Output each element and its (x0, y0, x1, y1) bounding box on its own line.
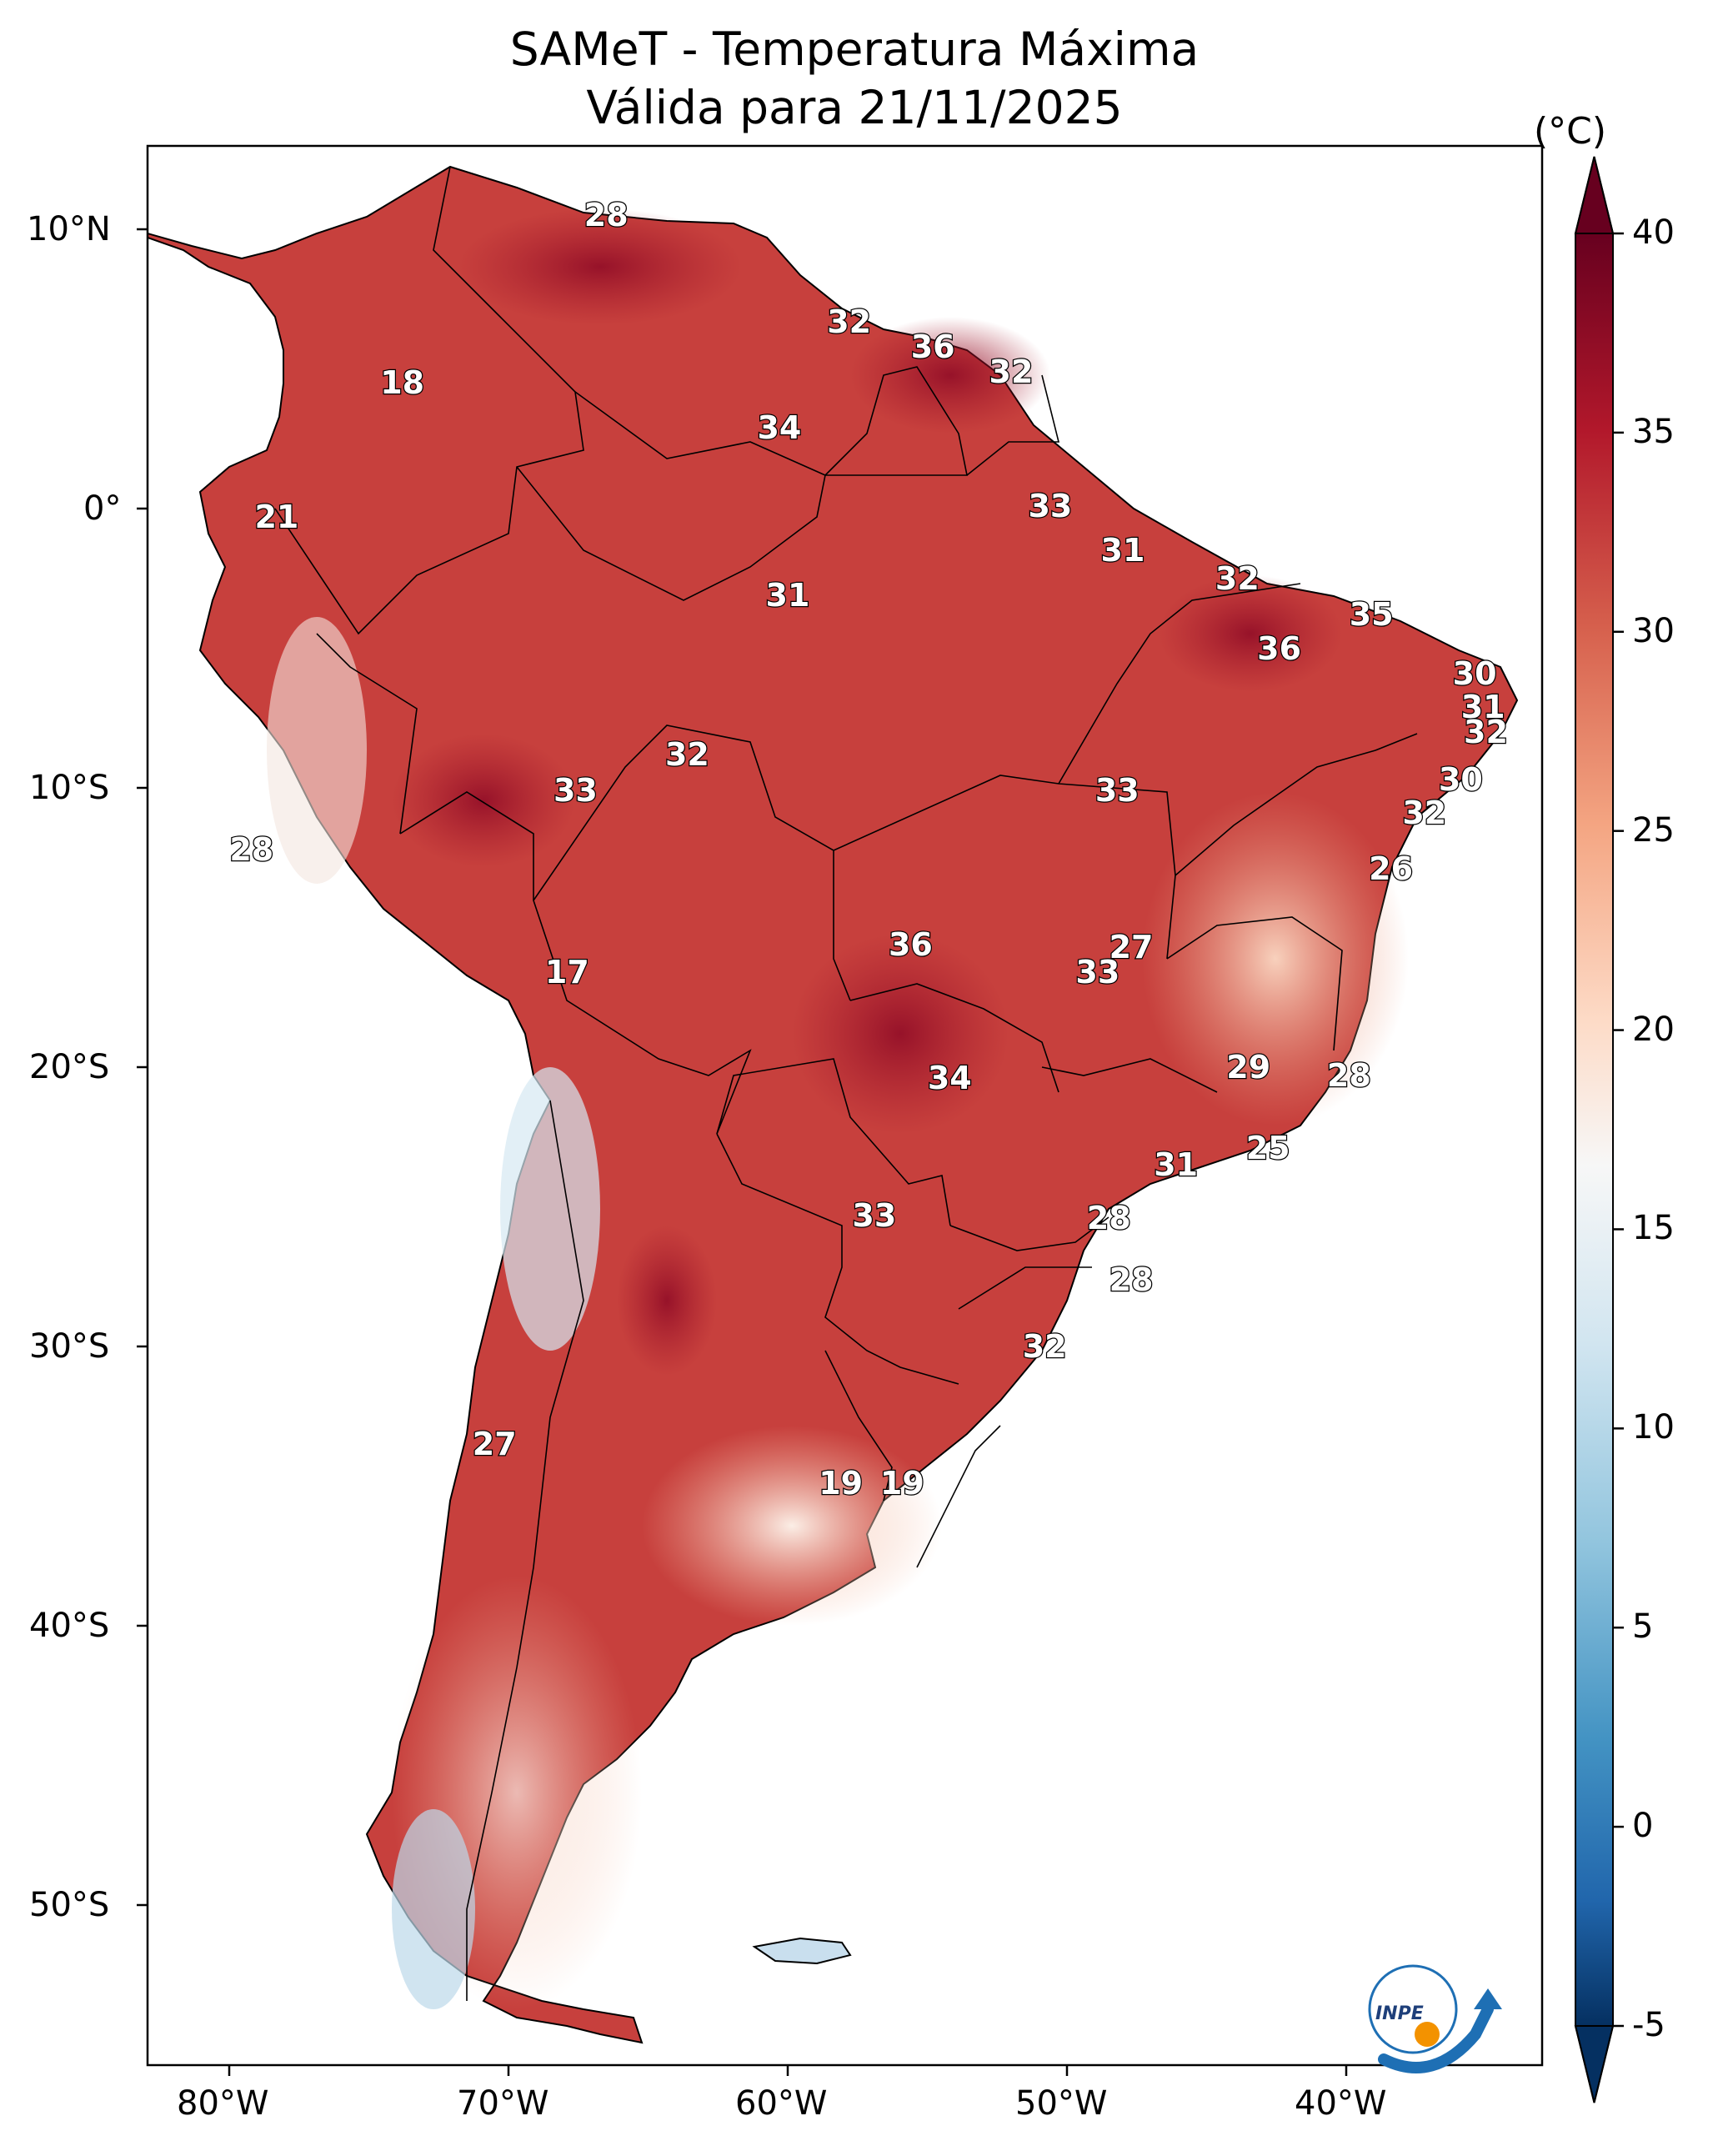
logo-orange-dot (1415, 2022, 1440, 2047)
temperature-value-label: 17 (544, 953, 590, 992)
colorbar-unit: (°C) (1534, 110, 1607, 153)
temperature-value-label: 35 (1348, 595, 1394, 634)
lon-tick-label: 80°W (177, 2084, 269, 2123)
lat-tick-label: 50°S (29, 1886, 110, 1924)
temperature-value-label: 32 (664, 735, 710, 775)
lon-tick-label: 60°W (735, 2084, 828, 2123)
colorbar-lower-extension (1574, 2025, 1615, 2103)
map-frame (146, 144, 1544, 2067)
axis-ticks (137, 228, 1348, 2076)
inpe-logo: INPE (1368, 1964, 1502, 2073)
lat-tick-label: 0° (83, 489, 122, 528)
lat-tick-label: 10°N (27, 210, 111, 248)
temperature-value-label: 32 (988, 353, 1034, 392)
colorbar-tick-label: 10 (1632, 1408, 1675, 1447)
temperature-value-label: 28 (228, 830, 274, 869)
hot-region-guianas (850, 317, 1050, 434)
temperature-value-label: 30 (1438, 760, 1484, 800)
colorbar-tick-label: 35 (1632, 412, 1675, 451)
temperature-value-label: 31 (1460, 688, 1505, 727)
temperature-value-label: 33 (553, 771, 599, 810)
lat-tick-label: 30°S (29, 1327, 110, 1366)
temperature-value-label: 33 (1094, 771, 1140, 810)
cool-region-southeast-brazil (1142, 792, 1409, 1126)
temperature-value-label: 28 (1086, 1199, 1132, 1238)
temperature-value-label: 28 (584, 196, 629, 235)
temperature-value-label: 36 (1256, 629, 1302, 668)
temperature-value-label: 19 (818, 1464, 864, 1503)
colorbar-tick-label: 15 (1632, 1209, 1675, 1248)
logo-arrow-icon (1474, 1988, 1502, 2009)
colorbar-tick-label: 5 (1632, 1607, 1654, 1647)
hot-region-northeast (1159, 575, 1342, 692)
lon-tick-label: 50°W (1015, 2084, 1108, 2123)
lat-tick-label: 10°S (29, 769, 110, 807)
temperature-value-label: 34 (927, 1059, 973, 1098)
lat-tick-label: 40°S (29, 1607, 110, 1645)
temperature-value-label: 36 (909, 327, 955, 366)
colorbar (1574, 156, 1624, 2103)
temperature-value-label: 31 (1099, 531, 1145, 570)
temperature-value-label: 32 (1215, 559, 1260, 599)
lon-tick-label: 40°W (1295, 2084, 1387, 2123)
temperature-value-label: 25 (1245, 1129, 1290, 1168)
temperature-value-label: 31 (1153, 1146, 1199, 1185)
temperature-value-label: 33 (851, 1196, 897, 1235)
temperature-value-label: 33 (1027, 486, 1073, 525)
temperature-value-label: 26 (1368, 850, 1414, 889)
colorbar-tick-label: -5 (1632, 2006, 1665, 2044)
colorbar-tick-label: 30 (1632, 611, 1675, 650)
cool-region-andes-north (267, 617, 367, 884)
hot-region-chaco (617, 1226, 717, 1376)
colorbar-tick-label: 25 (1632, 810, 1675, 850)
temperature-value-label: 27 (1108, 928, 1154, 967)
temperature-value-label: 32 (1021, 1327, 1067, 1366)
colorbar-tick-label: 0 (1632, 1807, 1654, 1846)
temperature-value-label: 31 (764, 576, 810, 615)
temperature-value-label: 32 (1401, 794, 1447, 833)
hot-region-amazon-west (392, 734, 575, 867)
temperature-value-label: 21 (253, 498, 299, 537)
temperature-value-label: 30 (1451, 654, 1497, 693)
hot-region-north (458, 208, 742, 325)
cool-region-pampas (642, 1426, 942, 1626)
temperature-value-label: 28 (1108, 1260, 1154, 1299)
colorbar-upper-extension (1574, 156, 1615, 234)
map-panel (148, 146, 1542, 2065)
temperature-value-label: 33 (1074, 953, 1120, 992)
temperature-value-label: 34 (756, 409, 802, 448)
logo-text: INPE (1375, 2003, 1424, 2024)
temperature-value-label: 19 (879, 1464, 925, 1503)
chart-title: SAMeT - Temperatura Máxima (509, 23, 1200, 76)
logo-ring (1368, 1964, 1458, 2054)
temperature-value-label: 32 (826, 302, 872, 341)
hot-region-pantanal (792, 934, 1009, 1134)
country-borders (274, 166, 1418, 2001)
cool-region-andes-south (392, 1809, 475, 2009)
temperature-value-label: 32 (1463, 713, 1509, 752)
temperature-value-label: 18 (379, 364, 425, 403)
colorbar-tick-label: 20 (1632, 1010, 1675, 1049)
temperature-value-label: 29 (1225, 1048, 1271, 1087)
temperature-value-label: 36 (888, 925, 934, 964)
temperature-value-label: 27 (472, 1425, 518, 1464)
falkland-islands (752, 1937, 852, 1965)
colorbar-tick-label: 40 (1632, 213, 1675, 252)
lon-tick-label: 70°W (457, 2084, 549, 2123)
chart-subtitle: Válida para 21/11/2025 (586, 81, 1123, 134)
temperature-value-label: 28 (1326, 1056, 1372, 1096)
lat-tick-label: 20°S (29, 1048, 110, 1086)
cool-region-andes-central (500, 1067, 600, 1351)
